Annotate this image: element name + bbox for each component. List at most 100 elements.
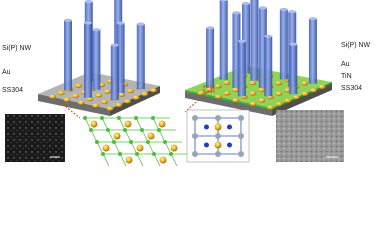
au-particle <box>132 95 140 100</box>
bond <box>113 141 121 155</box>
nanowire-top <box>219 0 228 2</box>
au-particle <box>118 92 126 97</box>
atom <box>101 152 105 156</box>
bond <box>141 129 149 143</box>
nanowire-top <box>136 22 145 26</box>
atom <box>125 156 133 164</box>
nanowire-top <box>288 10 297 14</box>
au-particle <box>214 84 222 89</box>
atom <box>151 116 155 120</box>
atom <box>129 140 133 144</box>
atom <box>123 128 127 132</box>
au-particle <box>275 101 283 107</box>
bond <box>164 141 172 155</box>
label: Si(P) NW <box>341 42 371 49</box>
atom <box>215 115 221 121</box>
nanowire <box>64 20 72 91</box>
label: SS304 <box>341 85 362 92</box>
au-particle <box>214 94 222 99</box>
atom <box>157 128 161 132</box>
atom <box>140 128 144 132</box>
left-nanowires <box>49 0 157 111</box>
atom <box>192 115 198 121</box>
au-particle <box>301 91 309 96</box>
au-particle <box>301 81 309 86</box>
bond <box>90 129 98 143</box>
nanowire <box>250 0 259 81</box>
zoom-line <box>59 101 81 119</box>
au-particle <box>72 93 80 99</box>
label: Au <box>2 69 11 76</box>
atom <box>227 142 232 148</box>
bond <box>170 153 178 166</box>
atom <box>214 141 222 149</box>
nanowire-top <box>289 42 298 46</box>
nanowire <box>116 23 125 94</box>
au-particle <box>223 91 231 96</box>
au-particle <box>149 88 157 93</box>
nanowire-top <box>110 43 119 47</box>
bond <box>136 153 144 166</box>
nanowire-top <box>84 0 93 4</box>
nanowire <box>279 9 288 80</box>
atom <box>158 120 166 128</box>
bond <box>135 117 143 131</box>
atom <box>215 133 221 139</box>
atom <box>106 128 110 132</box>
au-particle <box>100 99 108 105</box>
au-particle <box>57 90 65 96</box>
atom <box>102 144 110 152</box>
label: SS304 <box>2 87 23 94</box>
atom <box>214 123 222 131</box>
nanowire <box>206 27 215 88</box>
atom <box>90 120 98 128</box>
sem-image <box>5 114 65 162</box>
au-particle <box>106 106 114 111</box>
label: TiN <box>341 73 352 80</box>
atom <box>204 142 209 148</box>
atom <box>192 151 198 157</box>
bond <box>124 129 132 143</box>
figure: Si(P) NW Au SS304 Si(P) NW Au TiN SS304 <box>2 0 371 166</box>
right-nanowires <box>197 0 326 110</box>
atom <box>238 151 244 157</box>
atom <box>238 115 244 121</box>
atom <box>204 124 209 130</box>
au-particle <box>309 88 317 93</box>
atom <box>124 120 132 128</box>
bond <box>147 141 155 155</box>
atom <box>159 156 167 164</box>
bond <box>102 153 110 166</box>
au-particle <box>197 90 205 96</box>
crystal-structure <box>83 116 188 166</box>
nanowire <box>289 44 298 95</box>
atom <box>83 116 87 120</box>
nanowire <box>237 41 246 97</box>
bond <box>84 117 92 131</box>
au-particle <box>267 105 275 110</box>
bond <box>153 153 161 166</box>
bond <box>158 129 166 143</box>
au-particle <box>318 84 326 90</box>
nanowire <box>136 24 145 90</box>
nanowire <box>258 7 267 88</box>
au-particle <box>92 103 100 108</box>
nanowire-top <box>92 28 101 32</box>
au-particle <box>75 83 83 88</box>
au-particle <box>249 91 257 96</box>
nanowire-top <box>116 21 125 25</box>
atom <box>238 133 244 139</box>
label: Si(P) NW <box>2 45 32 52</box>
atom <box>227 124 232 130</box>
nanowire <box>264 36 273 97</box>
nanowire-top <box>237 39 246 43</box>
zoom-line <box>184 87 213 113</box>
label: Au <box>341 61 350 68</box>
atom <box>147 132 155 140</box>
au-particle <box>63 97 71 102</box>
bond <box>101 117 109 131</box>
nanowire-top <box>264 34 273 38</box>
au-particle <box>95 93 103 98</box>
atom <box>215 151 221 157</box>
atom <box>136 144 144 152</box>
